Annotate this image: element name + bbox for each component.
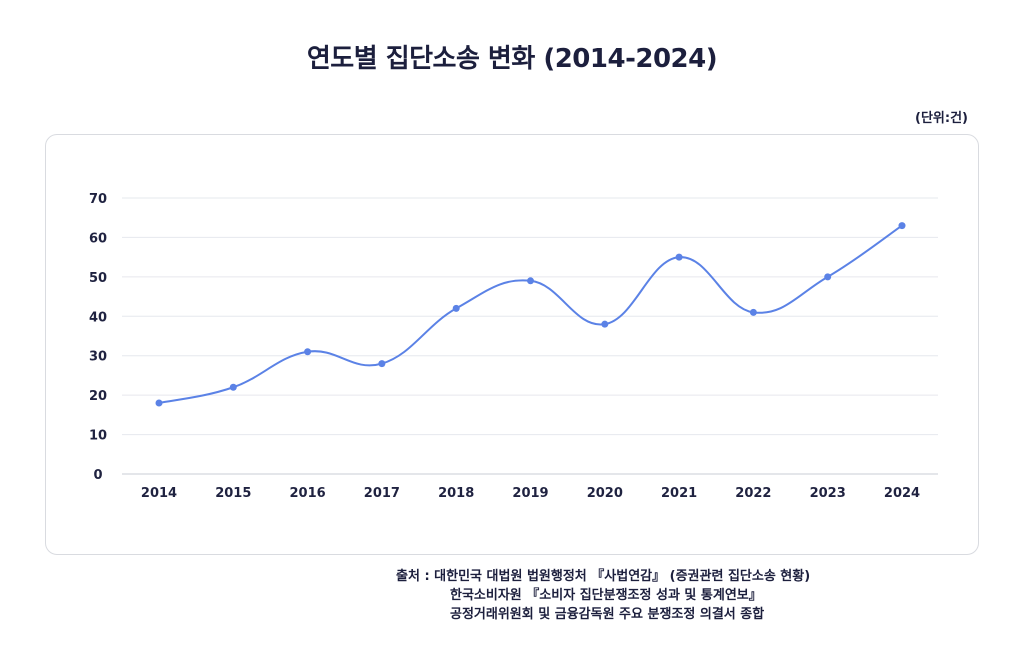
source-note: 출처 : 대한민국 대법원 법원행정처 『사법연감』 (증권관련 집단소송 현황…	[396, 567, 810, 624]
data-point-2024	[898, 222, 906, 230]
chart-title: 연도별 집단소송 변화 (2014-2024)	[306, 44, 718, 74]
data-point-2020	[601, 320, 609, 328]
data-point-2022	[749, 308, 757, 316]
source-line-1: 대한민국 대법원 법원행정처 『사법연감』 (증권관련 집단소송 현황)	[434, 569, 811, 584]
data-point-2015	[229, 383, 237, 391]
x-tick-label: 2015	[215, 486, 251, 501]
series-line	[158, 224, 903, 405]
y-tick-label: 60	[89, 231, 107, 246]
data-points	[155, 222, 906, 407]
data-point-2014	[155, 399, 163, 407]
data-point-2017	[378, 360, 386, 368]
y-tick-label: 10	[89, 429, 107, 444]
x-tick-label: 2021	[661, 486, 697, 501]
x-tick-label: 2016	[290, 486, 326, 501]
x-tick-label: 2022	[735, 486, 771, 501]
grid-lines	[122, 197, 938, 475]
data-point-2021	[675, 253, 683, 261]
y-tick-label: 70	[89, 192, 107, 207]
data-point-2018	[452, 304, 460, 312]
y-tick-label: 0	[93, 468, 102, 483]
source-line-3: 공정거래위원회 및 금융감독원 주요 분쟁조정 의결서 종합	[450, 607, 765, 622]
data-point-2019	[527, 277, 534, 285]
data-point-2023	[824, 273, 832, 281]
data-point-2016	[304, 348, 312, 356]
x-tick-label: 2014	[141, 486, 177, 501]
y-axis-ticks: 0 10 20 30 40 50 60 70	[89, 192, 107, 483]
y-tick-label: 20	[89, 389, 107, 404]
x-tick-label: 2023	[810, 486, 846, 501]
x-tick-label: 2017	[364, 486, 400, 501]
chart-panel	[45, 134, 979, 555]
unit-label: (단위:건)	[915, 111, 968, 126]
y-tick-label: 40	[89, 310, 107, 325]
x-axis-ticks: 2014 2015 2016 2017 2018 2019 2020 2021 2022 2023…	[141, 486, 920, 501]
x-tick-label: 2018	[438, 486, 474, 501]
y-tick-label: 50	[89, 271, 107, 286]
x-tick-label: 2024	[884, 486, 920, 501]
x-tick-label: 2019	[512, 486, 548, 501]
source-line-2: 한국소비자원 『소비자 집단분쟁조정 성과 및 통계연보』	[450, 588, 762, 603]
x-tick-label: 2020	[587, 486, 623, 501]
y-tick-label: 30	[89, 350, 107, 365]
source-prefix: 출처 :	[396, 569, 435, 584]
